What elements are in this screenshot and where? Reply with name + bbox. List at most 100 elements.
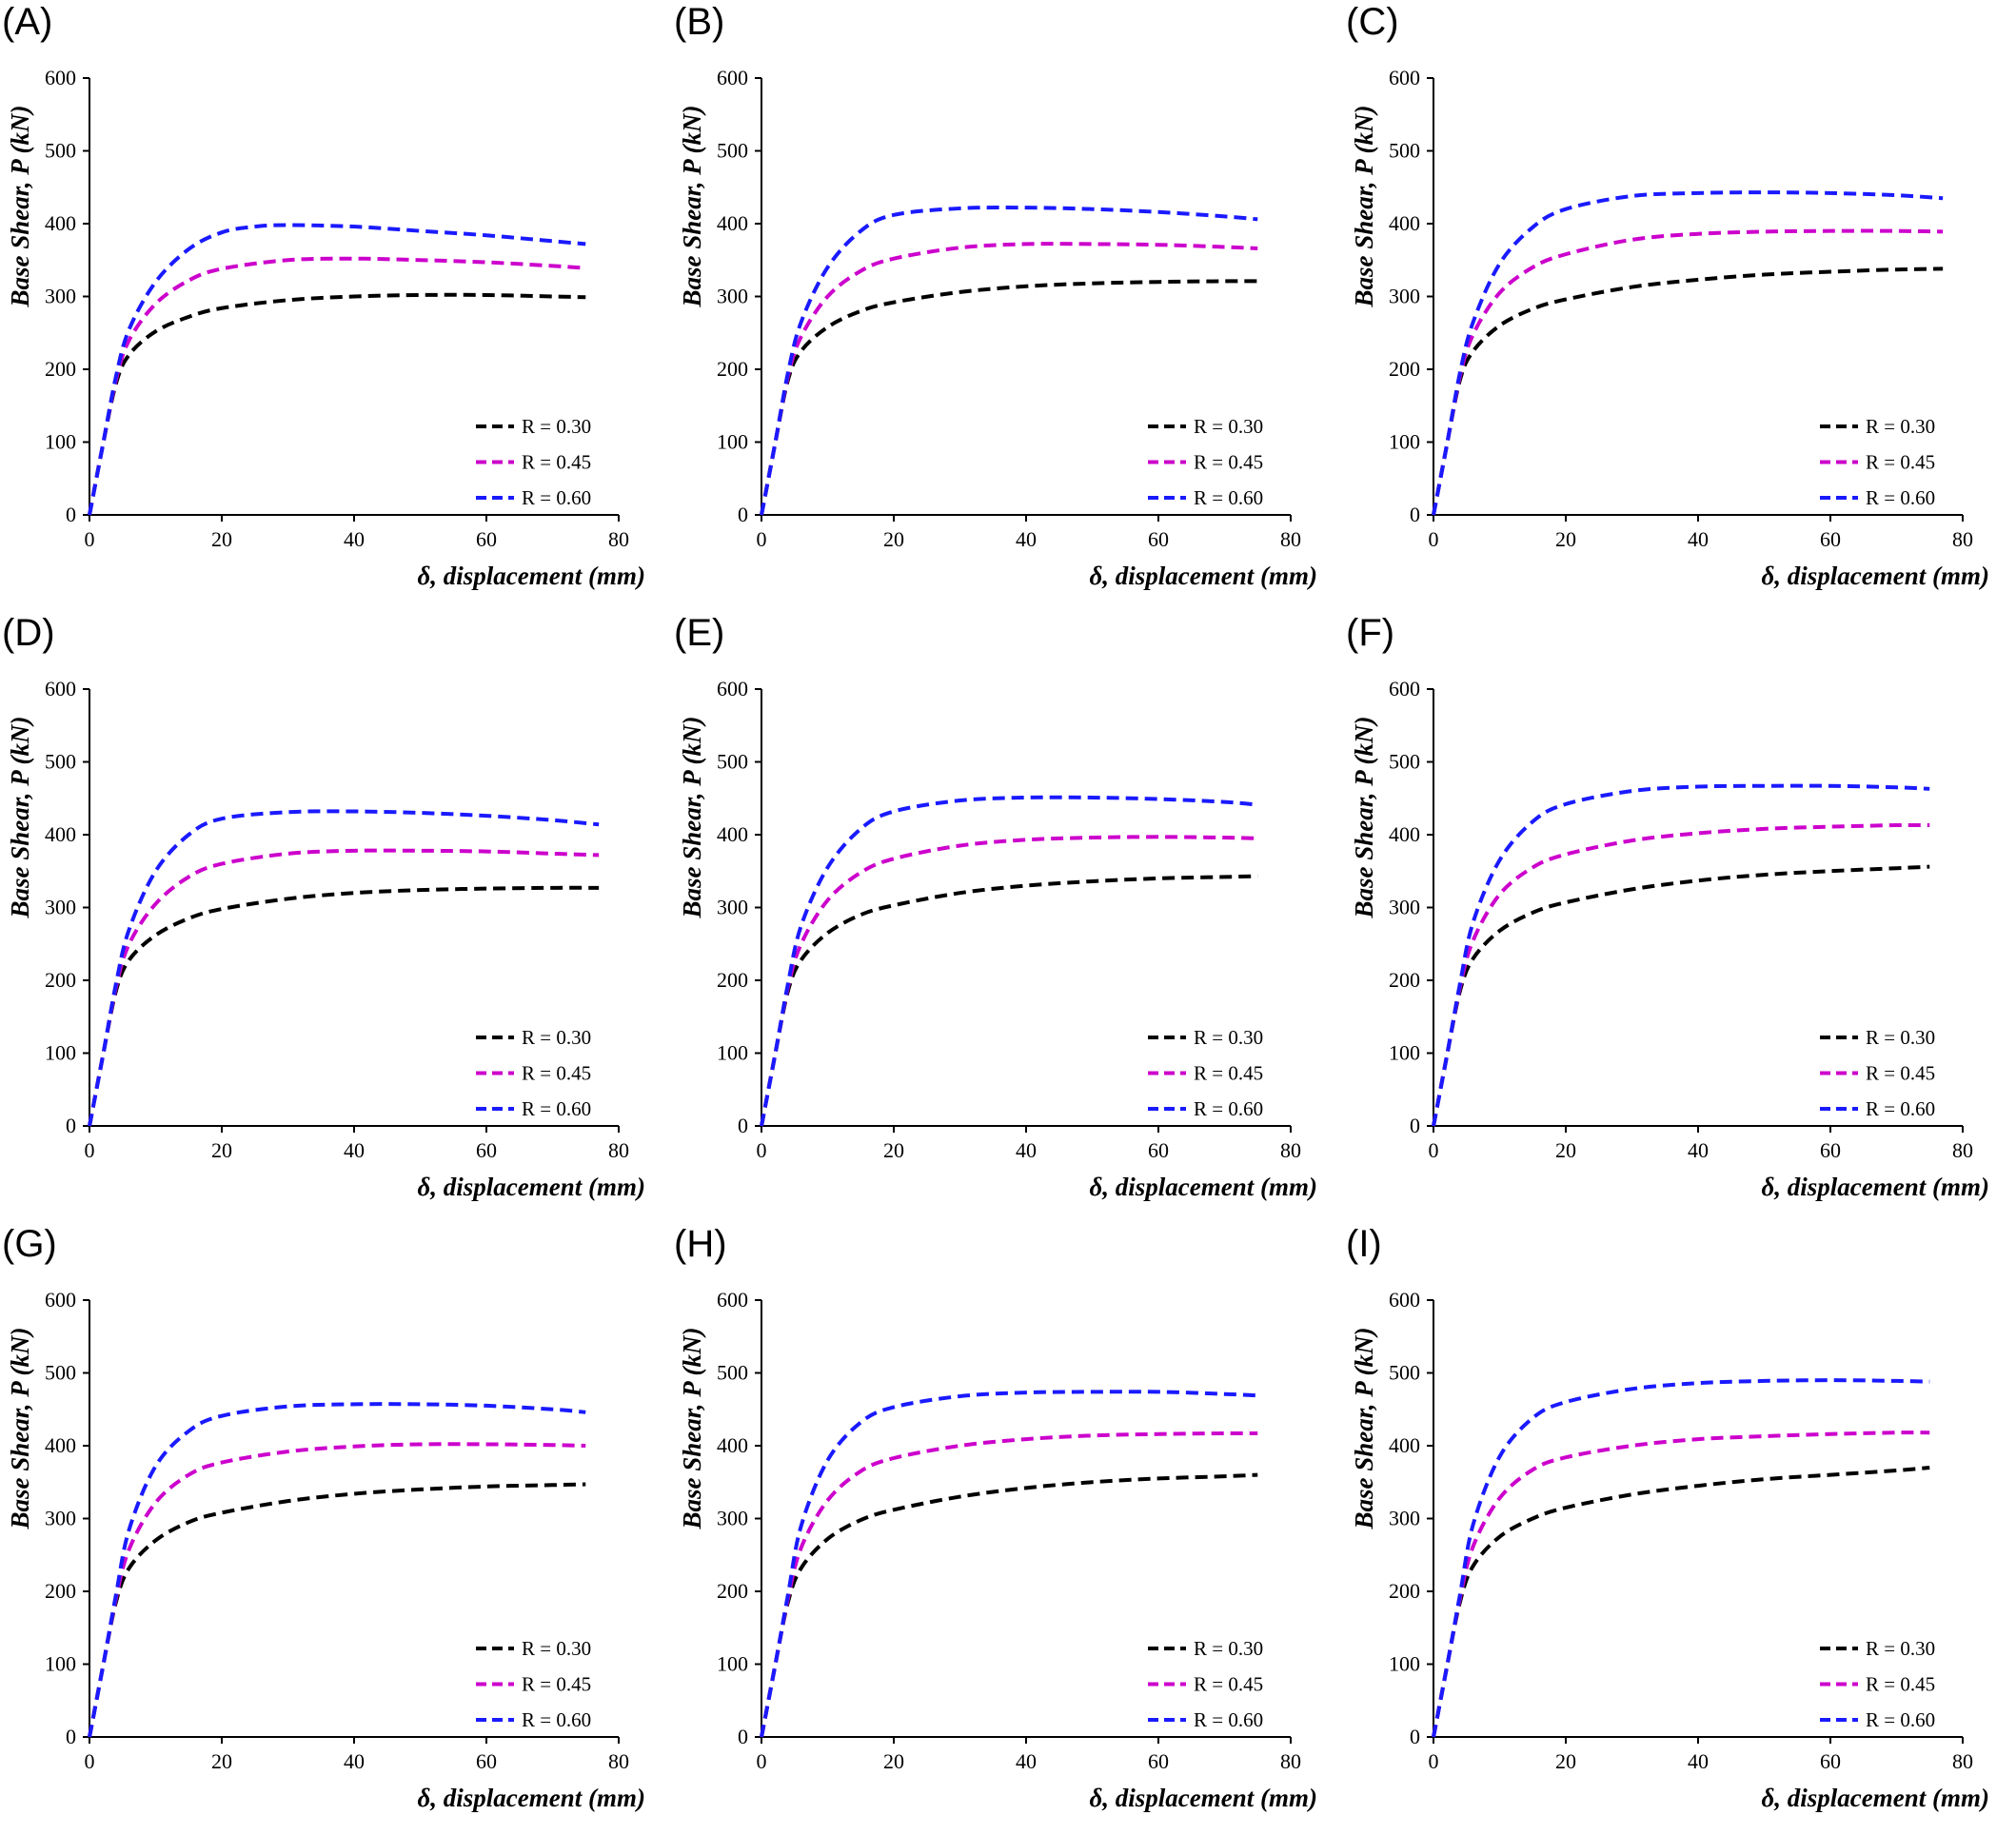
y-tick-label: 0: [66, 503, 76, 526]
legend-label: R = 0.45: [1866, 1673, 1935, 1696]
x-tick-label: 60: [1820, 1138, 1841, 1162]
y-tick-label: 200: [1389, 968, 1420, 992]
y-tick-label: 0: [1410, 1114, 1420, 1137]
legend-label: R = 0.30: [522, 1637, 591, 1660]
y-tick-label: 100: [717, 1041, 748, 1065]
y-tick-label: 300: [717, 1507, 748, 1530]
y-tick-label: 100: [717, 430, 748, 454]
chart-svg-c: (C) 0 100 200 300 400 500 600 0 20 40 60 80 δ, displa…: [1346, 1, 1989, 590]
panel-label: (B): [674, 1, 724, 43]
x-tick-label: 20: [1555, 1749, 1576, 1773]
x-tick-label: 20: [1555, 1138, 1576, 1162]
x-tick-label: 80: [608, 527, 629, 551]
y-axis-title: Base Shear, P (kN): [1350, 716, 1378, 918]
panel-label: (G): [2, 1223, 57, 1265]
legend: R = 0.30 R = 0.45 R = 0.60: [476, 1026, 591, 1120]
x-tick-label: 0: [85, 527, 95, 551]
y-tick-label: 300: [1389, 1507, 1420, 1530]
y-tick-label: 600: [717, 1288, 748, 1312]
y-tick-label: 600: [45, 66, 76, 89]
legend-label: R = 0.45: [1866, 451, 1935, 474]
legend-label: R = 0.60: [1194, 486, 1263, 509]
x-tick-label: 0: [1429, 527, 1439, 551]
x-tick-label: 40: [1016, 1138, 1037, 1162]
panel-label: (A): [2, 1, 52, 43]
y-tick-label: 500: [1389, 750, 1420, 774]
x-tick-label: 60: [476, 527, 497, 551]
y-tick-label: 200: [45, 1579, 76, 1603]
y-tick-label: 600: [45, 1288, 76, 1312]
chart-svg-b: (B) 0 100 200 300 400 500 600 0 20 40 60 80 δ, displa…: [674, 1, 1317, 590]
legend-label: R = 0.60: [1866, 1708, 1935, 1731]
series-line-030: [1432, 864, 1930, 1127]
y-tick-label: 0: [738, 503, 748, 526]
y-tick-label: 300: [45, 896, 76, 919]
series-line-030: [760, 1472, 1258, 1738]
series-line-030: [1432, 266, 1944, 516]
x-tick-label: 80: [1952, 1138, 1973, 1162]
y-tick-label: 100: [1389, 430, 1420, 454]
y-tick-label: 500: [717, 139, 748, 163]
series-line-060: [88, 223, 586, 516]
series-line-045: [1432, 1431, 1930, 1738]
y-tick-label: 600: [717, 66, 748, 89]
legend-label: R = 0.45: [1194, 1673, 1263, 1696]
x-axis-title: δ, displacement (mm): [1761, 562, 1989, 590]
x-tick-label: 80: [1280, 1749, 1301, 1773]
y-tick-label: 0: [66, 1725, 76, 1748]
y-tick-label: 100: [717, 1652, 748, 1676]
y-tick-label: 100: [45, 1652, 76, 1676]
panel-label: (F): [1346, 612, 1394, 654]
x-tick-label: 20: [883, 527, 904, 551]
chart-panel-f: (F) 0 100 200 300 400 500 600 0 20 40 60 80 δ, displa…: [1344, 611, 2016, 1222]
y-tick-label: 400: [1389, 1433, 1420, 1457]
chart-panel-a: (A) 0 100 200 300 400 500 600 0 20 40 60 80 δ, displa…: [0, 0, 672, 611]
y-tick-label: 300: [717, 285, 748, 308]
y-axis-title: Base Shear, P (kN): [678, 716, 706, 918]
x-tick-label: 0: [85, 1138, 95, 1162]
y-axis-title: Base Shear, P (kN): [1350, 1327, 1378, 1529]
y-tick-label: 600: [1389, 677, 1420, 700]
legend-label: R = 0.30: [1194, 1026, 1263, 1049]
y-tick-label: 200: [717, 357, 748, 381]
x-tick-label: 0: [757, 1749, 767, 1773]
x-tick-label: 0: [1429, 1749, 1439, 1773]
y-axis-title: Base Shear, P (kN): [6, 105, 34, 307]
y-tick-label: 400: [717, 822, 748, 846]
legend: R = 0.30 R = 0.45 R = 0.60: [1148, 415, 1263, 509]
x-tick-label: 0: [85, 1749, 95, 1773]
x-axis-title: δ, displacement (mm): [417, 1784, 645, 1812]
series-line-045: [760, 835, 1258, 1127]
x-tick-label: 80: [1280, 527, 1301, 551]
legend: R = 0.30 R = 0.45 R = 0.60: [1820, 1637, 1935, 1731]
chart-svg-h: (H) 0 100 200 300 400 500 600 0 20 40 60 80 δ, displa…: [674, 1223, 1317, 1812]
panel-label: (E): [674, 612, 724, 654]
panel-label: (H): [674, 1223, 727, 1265]
y-tick-label: 300: [45, 285, 76, 308]
x-tick-label: 40: [344, 527, 365, 551]
x-tick-label: 60: [476, 1749, 497, 1773]
x-tick-label: 0: [1429, 1138, 1439, 1162]
legend-label: R = 0.30: [1194, 1637, 1263, 1660]
chart-svg-d: (D) 0 100 200 300 400 500 600 0 20 40 60 80 δ, displa…: [2, 612, 645, 1201]
legend: R = 0.30 R = 0.45 R = 0.60: [476, 1637, 591, 1731]
chart-svg-a: (A) 0 100 200 300 400 500 600 0 20 40 60 80 δ, displa…: [2, 1, 645, 590]
y-tick-label: 400: [45, 1433, 76, 1457]
x-tick-label: 20: [883, 1138, 904, 1162]
x-tick-label: 0: [757, 1138, 767, 1162]
x-tick-label: 20: [883, 1749, 904, 1773]
y-tick-label: 400: [717, 211, 748, 235]
series-line-030: [1432, 1465, 1930, 1738]
x-tick-label: 60: [476, 1138, 497, 1162]
y-axis-title: Base Shear, P (kN): [1350, 105, 1378, 307]
y-tick-label: 400: [45, 211, 76, 235]
x-axis-title: δ, displacement (mm): [417, 562, 645, 590]
y-tick-label: 200: [45, 968, 76, 992]
y-tick-label: 300: [1389, 285, 1420, 308]
x-tick-label: 40: [1016, 1749, 1037, 1773]
y-tick-label: 500: [45, 750, 76, 774]
legend-label: R = 0.45: [1194, 451, 1263, 474]
legend-label: R = 0.30: [1866, 1637, 1935, 1660]
chart-svg-e: (E) 0 100 200 300 400 500 600 0 20 40 60 80 δ, displa…: [674, 612, 1317, 1201]
legend-label: R = 0.30: [1866, 415, 1935, 438]
